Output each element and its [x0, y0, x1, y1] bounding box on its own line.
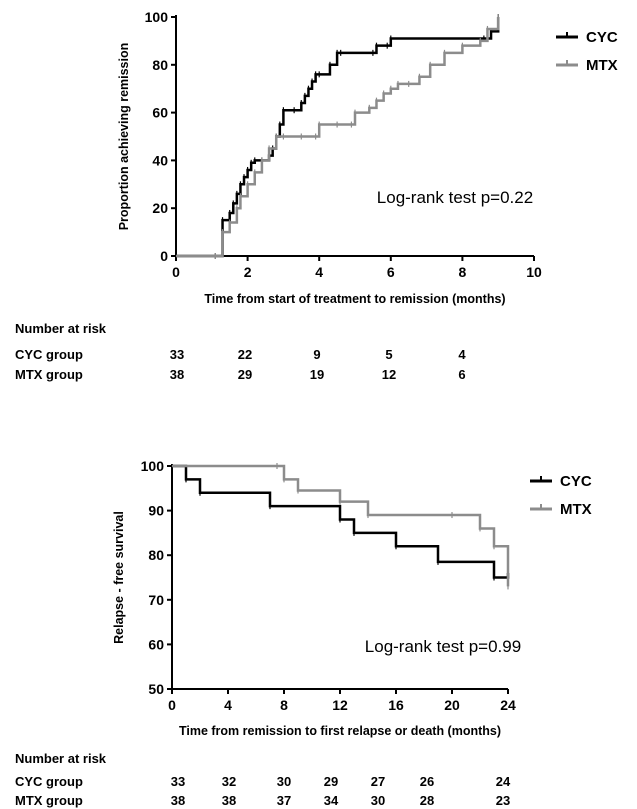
log-rank-annotation: Log-rank test p=0.99	[365, 637, 521, 656]
x-tick-label: 8	[459, 264, 467, 280]
x-tick-label: 10	[526, 264, 542, 280]
risk-value: 23	[496, 793, 510, 808]
x-tick-label: 8	[280, 697, 288, 713]
y-tick-label: 20	[152, 200, 168, 216]
x-tick-label: 0	[168, 697, 176, 713]
risk-value: 32	[222, 774, 236, 789]
risk-value: 29	[238, 367, 252, 382]
risk-value: 6	[458, 367, 465, 382]
y-tick-label: 90	[148, 503, 164, 519]
risk-value: 26	[420, 774, 434, 789]
number-at-risk-table: Number at risk CYC group 33 32 30 29 27 26 24 MTX…	[15, 751, 511, 808]
risk-value: 34	[324, 793, 339, 808]
x-tick-label: 12	[332, 697, 348, 713]
legend-item-mtx: MTX	[530, 501, 592, 518]
x-tick-label: 0	[172, 264, 180, 280]
risk-value: 33	[171, 774, 185, 789]
y-axis-label: Proportion achieving remission	[117, 43, 131, 231]
legend-label: MTX	[560, 501, 592, 518]
y-tick-label: 60	[148, 636, 164, 652]
risk-value: 27	[371, 774, 385, 789]
y-tick-label: 100	[145, 9, 169, 25]
risk-value: 5	[385, 347, 392, 362]
risk-value: 4	[458, 347, 466, 362]
x-tick-label: 4	[315, 264, 323, 280]
y-tick-label: 80	[152, 57, 168, 73]
x-tick-label: 20	[444, 697, 460, 713]
y-tick-label: 60	[152, 105, 168, 121]
legend-item-mtx: MTX	[556, 57, 618, 74]
risk-value: 38	[171, 793, 185, 808]
risk-value: 30	[277, 774, 291, 789]
risk-row-label: CYC group	[15, 774, 83, 789]
series-line-cyc	[176, 17, 500, 258]
legend-label: MTX	[586, 57, 618, 74]
legend-label: CYC	[586, 29, 618, 46]
x-tick-label: 2	[244, 264, 252, 280]
y-axis-label: Relapse - free survival	[112, 511, 126, 644]
number-at-risk-table: Number at risk CYC group 33 22 9 5 4 MTX group 3…	[15, 321, 466, 382]
risk-row-label: CYC group	[15, 347, 83, 362]
number-at-risk-heading: Number at risk	[15, 321, 107, 336]
risk-value: 29	[324, 774, 338, 789]
y-tick-label: 80	[148, 547, 164, 563]
legend-label: CYC	[560, 473, 592, 490]
risk-value: 22	[238, 347, 252, 362]
series-line-cyc	[172, 464, 510, 579]
risk-value: 19	[310, 367, 324, 382]
series-line-mtx	[172, 464, 510, 587]
x-tick-label: 4	[224, 697, 232, 713]
y-tick-label: 0	[160, 248, 168, 264]
log-rank-annotation: Log-rank test p=0.22	[377, 188, 533, 207]
chart-1: 0 20 40 60 80 100 0 2 4 6 8 10 Proportion achieving …	[15, 9, 618, 382]
y-tick-label: 100	[141, 458, 165, 474]
risk-value: 28	[420, 793, 434, 808]
risk-value: 12	[382, 367, 396, 382]
x-tick-label: 6	[387, 264, 395, 280]
risk-value: 37	[277, 793, 291, 808]
legend-item-cyc: CYC	[530, 473, 592, 490]
risk-value: 33	[170, 347, 184, 362]
risk-row-label: MTX group	[15, 367, 83, 382]
number-at-risk-heading: Number at risk	[15, 751, 107, 766]
x-axis-label: Time from remission to first relapse or …	[179, 724, 501, 738]
legend-item-cyc: CYC	[556, 29, 618, 46]
x-tick-label: 16	[388, 697, 404, 713]
y-tick-label: 50	[148, 681, 164, 697]
x-tick-label: 24	[500, 697, 516, 713]
risk-value: 38	[222, 793, 236, 808]
risk-value: 38	[170, 367, 184, 382]
risk-row-label: MTX group	[15, 793, 83, 808]
risk-value: 30	[371, 793, 385, 808]
chart-2: 50 60 70 80 90 100 0 4 8 12 16 20 24 Relapse - free s…	[15, 458, 592, 808]
risk-value: 9	[313, 347, 320, 362]
risk-value: 24	[496, 774, 511, 789]
y-tick-label: 70	[148, 592, 164, 608]
x-axis-label: Time from start of treatment to remissio…	[204, 292, 505, 306]
y-tick-label: 40	[152, 152, 168, 168]
